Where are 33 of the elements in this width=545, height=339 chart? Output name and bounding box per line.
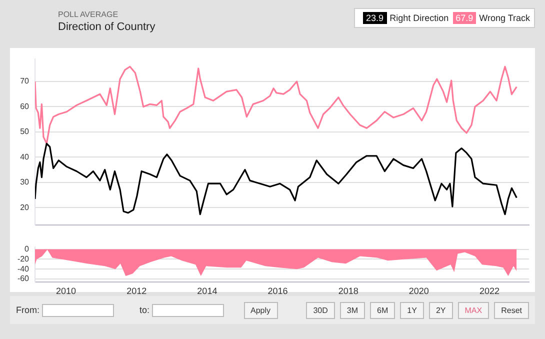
x-tick-label: 2010 [56, 286, 76, 296]
text: 23.9 [363, 12, 387, 24]
y-tick-label: 50 [20, 127, 30, 136]
y-tick-label: 60 [20, 102, 30, 111]
text: to: [140, 305, 150, 315]
x-tick-label: 2012 [126, 286, 147, 296]
y-tick-label: -20 [17, 254, 30, 264]
legend-label: Wrong Track [479, 13, 530, 23]
x-tick-label: 2016 [268, 286, 288, 296]
y-tick-label: 40 [20, 152, 30, 162]
text: MAX [458, 302, 490, 318]
x-tick-label: 2020 [408, 286, 429, 296]
text: Reset [494, 302, 529, 318]
chart-subtitle: POLL AVERAGE [58, 10, 120, 19]
legend-label: Right Direction [390, 13, 449, 23]
x-tick-label: 2014 [197, 286, 218, 296]
y-tick-label: 0 [24, 244, 30, 254]
text: 6M [370, 302, 396, 318]
text: 1Y [400, 302, 424, 318]
y-tick-label: 70 [20, 76, 30, 86]
y-tick-label: -60 [17, 274, 30, 284]
y-tick-label: 20 [20, 202, 30, 212]
text: 2Y [428, 302, 453, 318]
x-tick-label: 2018 [338, 286, 358, 296]
y-tick-label: -40 [17, 264, 30, 274]
y-tick-label: 30 [20, 178, 30, 187]
text: 3M [340, 302, 366, 318]
text: 67.9 [452, 12, 476, 24]
text: From: [16, 305, 40, 315]
text: Apply [244, 302, 278, 318]
text: 30D [306, 302, 335, 318]
chart-title: Direction of Country [58, 21, 156, 33]
x-tick-label: 2022 [479, 286, 500, 296]
